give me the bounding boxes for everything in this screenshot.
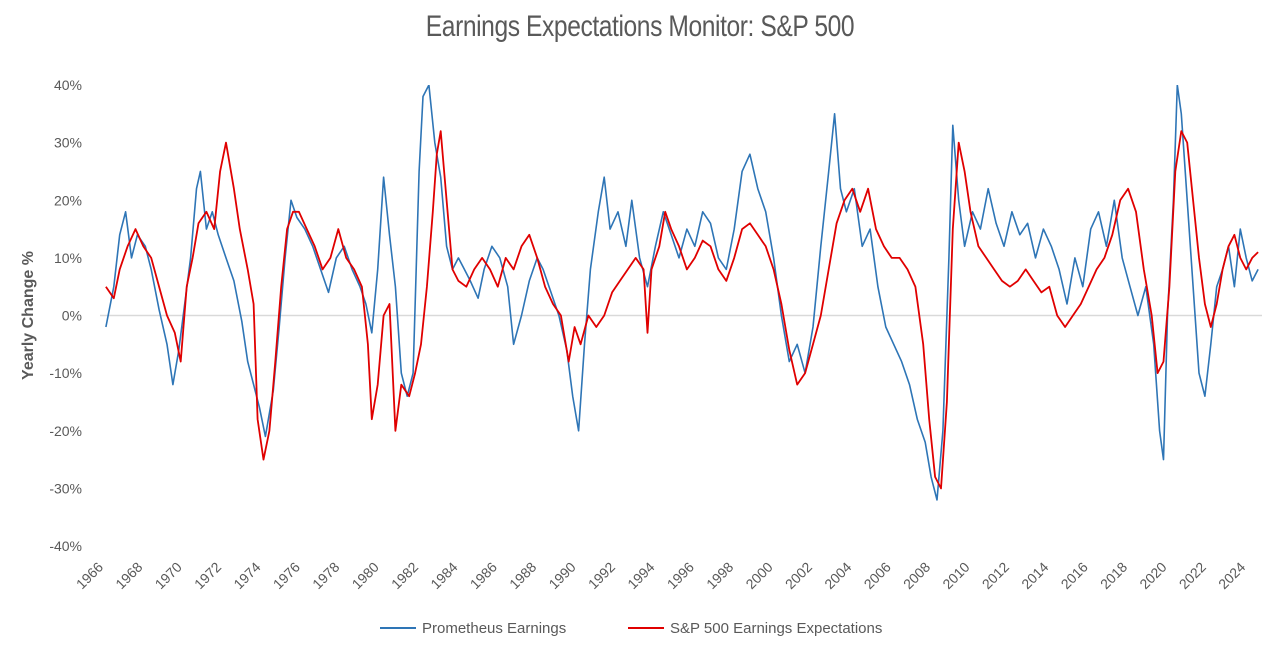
- y-tick-label: -30%: [49, 480, 82, 496]
- x-tick-label: 2004: [821, 559, 854, 592]
- series-line-prometheus-earnings: [105, 85, 1259, 501]
- y-tick-label: -20%: [49, 423, 82, 439]
- y-tick-label: 10%: [54, 250, 82, 266]
- x-axis-ticks: 1966 1968 1970 1972 1974 1976 1978 1980 1982 1984…: [73, 559, 1249, 592]
- chart-title: Earnings Expectations Monitor: S&P 500: [425, 10, 855, 43]
- x-tick-label: 1978: [309, 559, 342, 592]
- y-tick-label: -10%: [49, 365, 82, 381]
- legend-label: S&P 500 Earnings Expectations: [670, 620, 882, 637]
- y-axis-ticks: -40% -30% -20% -10% 0% 10% 20% 30% 40%: [49, 77, 82, 554]
- x-tick-label: 2002: [782, 559, 815, 592]
- x-tick-label: 1990: [545, 559, 578, 592]
- x-tick-label: 2024: [1215, 559, 1248, 592]
- x-tick-label: 1976: [270, 559, 303, 592]
- x-tick-label: 2020: [1136, 559, 1169, 592]
- y-tick-label: 20%: [54, 192, 82, 208]
- y-tick-label: 40%: [54, 77, 82, 93]
- legend-label: Prometheus Earnings: [422, 620, 566, 637]
- x-tick-label: 1982: [388, 559, 421, 592]
- x-tick-label: 1968: [112, 559, 145, 592]
- x-tick-label: 2012: [979, 559, 1012, 592]
- y-tick-label: -40%: [49, 538, 82, 554]
- x-tick-label: 1998: [703, 559, 736, 592]
- x-tick-label: 2014: [1018, 559, 1051, 592]
- x-tick-label: 2018: [1097, 559, 1130, 592]
- x-tick-label: 1970: [152, 559, 185, 592]
- x-tick-label: 2008: [900, 559, 933, 592]
- x-tick-label: 1996: [664, 559, 697, 592]
- x-tick-label: 2006: [861, 559, 894, 592]
- y-axis-title: Yearly Change %: [20, 251, 37, 380]
- x-tick-label: 1966: [73, 559, 106, 592]
- x-tick-label: 1984: [427, 559, 460, 592]
- series-layer: [105, 85, 1259, 501]
- x-tick-label: 2022: [1176, 559, 1209, 592]
- x-tick-label: 1972: [191, 559, 224, 592]
- series-line-sp500-expectations: [105, 130, 1259, 490]
- y-tick-label: 0%: [62, 308, 82, 324]
- x-tick-label: 1980: [349, 559, 382, 592]
- x-tick-label: 1992: [585, 559, 618, 592]
- x-tick-label: 1974: [230, 559, 263, 592]
- x-tick-label: 2016: [1058, 559, 1091, 592]
- y-tick-label: 30%: [54, 135, 82, 151]
- x-tick-label: 1994: [624, 559, 657, 592]
- x-tick-label: 2000: [742, 559, 775, 592]
- x-tick-label: 1986: [467, 559, 500, 592]
- x-tick-label: 2010: [939, 559, 972, 592]
- x-tick-label: 1988: [506, 559, 539, 592]
- legend: Prometheus Earnings S&P 500 Earnings Expe…: [380, 620, 882, 637]
